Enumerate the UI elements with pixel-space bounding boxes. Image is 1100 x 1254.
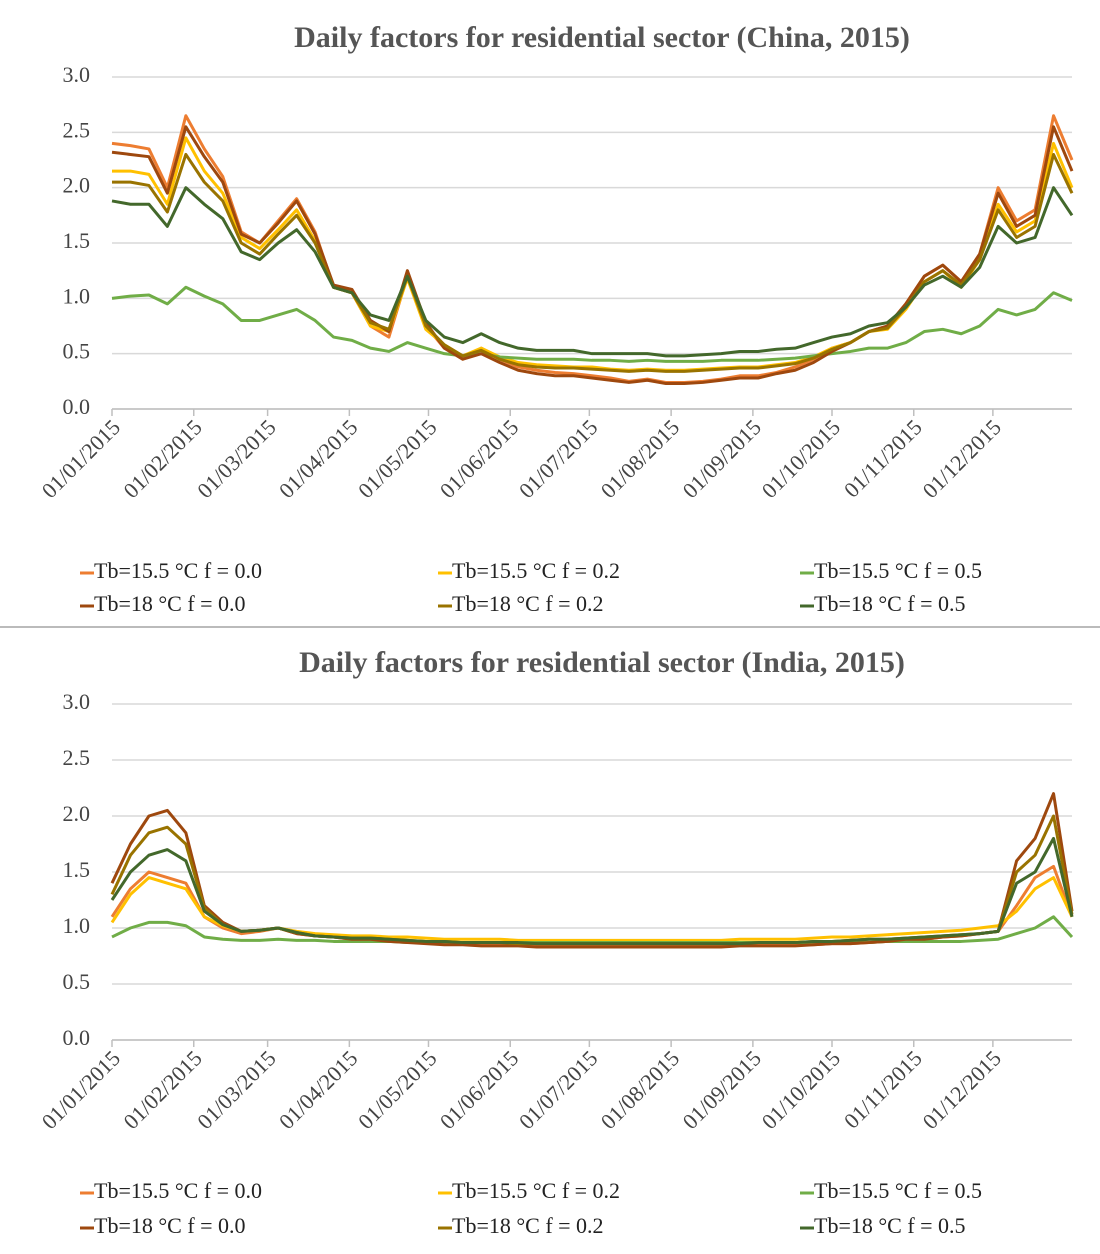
chart-title: Daily factors for residential sector (Ch… (294, 21, 910, 54)
legend-label: Tb=18 °C f = 0.5 (814, 591, 966, 616)
y-tick-label: 1.0 (63, 283, 91, 308)
y-tick-label: 3.0 (63, 689, 91, 714)
y-tick-label: 0.5 (63, 969, 91, 994)
y-tick-label: 2.5 (63, 117, 91, 142)
y-tick-label: 1.5 (63, 228, 91, 253)
y-tick-label: 0.5 (63, 339, 91, 364)
legend-label: Tb=15.5 °C f = 0.5 (814, 558, 982, 583)
series-line (110, 836, 1074, 946)
y-tick-label: 2.0 (63, 801, 91, 826)
legend-label: Tb=18 °C f = 0.2 (452, 1213, 604, 1238)
chart-title: Daily factors for residential sector (In… (299, 646, 905, 679)
y-tick-label: 1.0 (63, 913, 91, 938)
legend-label: Tb=15.5 °C f = 0.5 (814, 1178, 982, 1203)
series-line (111, 186, 1074, 358)
y-tick-label: 2.0 (63, 173, 91, 198)
y-tick-label: 2.5 (63, 745, 91, 770)
legend-label: Tb=18 °C f = 0.0 (94, 591, 246, 616)
series-line (111, 285, 1073, 363)
legend-label: Tb=18 °C f = 0.2 (452, 591, 604, 616)
series-line (111, 125, 1074, 386)
legend-label: Tb=15.5 °C f = 0.0 (94, 558, 262, 583)
y-tick-label: 3.0 (63, 62, 91, 87)
legend-label: Tb=15.5 °C f = 0.0 (94, 1178, 262, 1203)
legend-label: Tb=18 °C f = 0.0 (94, 1213, 246, 1238)
legend-label: Tb=15.5 °C f = 0.2 (452, 1178, 620, 1203)
y-tick-label: 1.5 (63, 857, 91, 882)
legend-label: Tb=15.5 °C f = 0.2 (452, 558, 620, 583)
legend-label: Tb=18 °C f = 0.5 (814, 1213, 966, 1238)
y-tick-label: 0.0 (63, 1025, 91, 1050)
y-tick-label: 0.0 (63, 394, 91, 419)
